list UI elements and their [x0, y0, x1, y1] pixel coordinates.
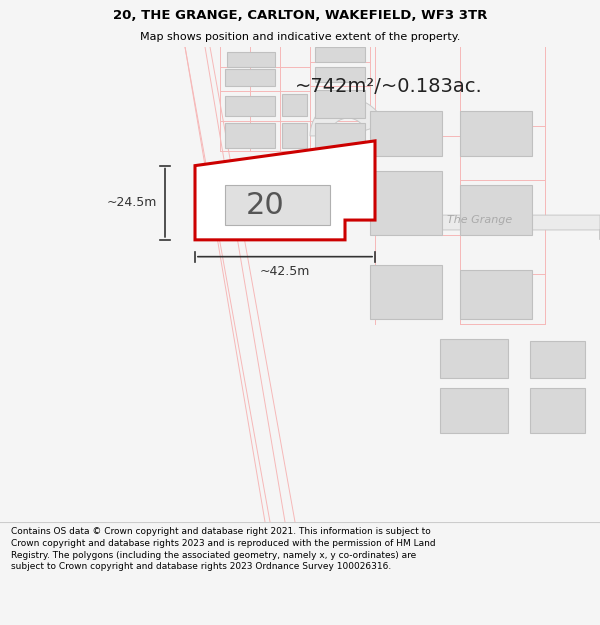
Bar — [315, 47, 365, 62]
Polygon shape — [225, 186, 330, 225]
Bar — [460, 269, 532, 319]
Text: 20, THE GRANGE, CARLTON, WAKEFIELD, WF3 3TR: 20, THE GRANGE, CARLTON, WAKEFIELD, WF3 … — [113, 9, 487, 22]
Polygon shape — [310, 98, 384, 136]
Text: Contains OS data © Crown copyright and database right 2021. This information is : Contains OS data © Crown copyright and d… — [11, 527, 436, 571]
Polygon shape — [350, 166, 600, 240]
Text: ~24.5m: ~24.5m — [107, 196, 157, 209]
Bar — [225, 69, 275, 86]
Bar — [282, 123, 307, 148]
Bar — [440, 339, 508, 378]
Text: Map shows position and indicative extent of the property.: Map shows position and indicative extent… — [140, 32, 460, 42]
Text: ~42.5m: ~42.5m — [260, 264, 310, 278]
Bar — [315, 91, 365, 118]
Bar — [460, 186, 532, 235]
Bar — [227, 52, 275, 67]
Bar — [460, 111, 532, 156]
Text: 20: 20 — [245, 191, 284, 220]
Polygon shape — [195, 141, 375, 240]
Bar — [370, 171, 442, 235]
Bar — [530, 341, 585, 378]
Bar — [315, 67, 365, 81]
Bar — [225, 123, 275, 148]
Bar — [282, 94, 307, 116]
Text: The Grange: The Grange — [448, 215, 512, 225]
Bar — [225, 96, 275, 116]
Bar — [370, 264, 442, 319]
Bar — [315, 123, 365, 148]
Text: ~742m²/~0.183ac.: ~742m²/~0.183ac. — [295, 76, 483, 96]
Bar — [370, 111, 442, 156]
Bar — [440, 388, 508, 432]
Bar — [530, 388, 585, 432]
